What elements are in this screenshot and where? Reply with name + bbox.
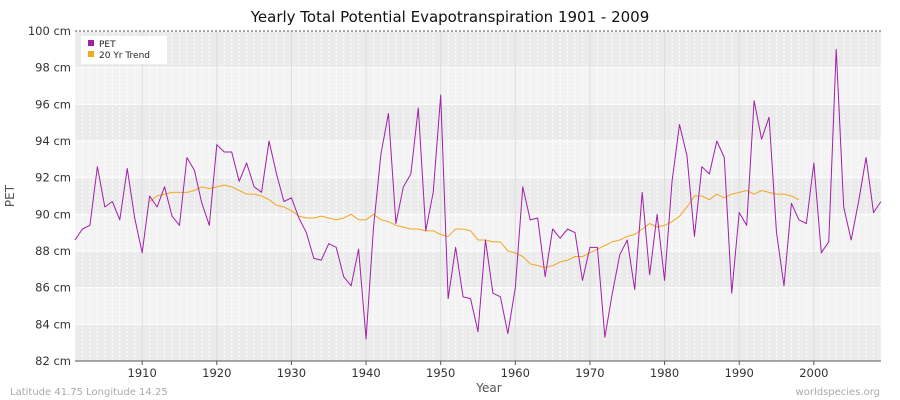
legend-swatch-pet [88, 40, 94, 46]
chart-title: Yearly Total Potential Evapotranspiratio… [250, 8, 650, 26]
series-layer [74, 48, 882, 340]
x-tick-label: 1990 [725, 366, 754, 380]
footer-source: worldspecies.org [796, 387, 880, 398]
y-tick-label: 100 cm [28, 24, 71, 38]
footer-location: Latitude 41.75 Longitude 14.25 [10, 387, 168, 398]
x-tick-label: 1930 [277, 366, 306, 380]
x-tick-label: 1980 [650, 366, 679, 380]
x-axis-title: Year [475, 381, 501, 395]
x-tick-label: 1950 [426, 366, 455, 380]
y-tick-label: 98 cm [35, 61, 71, 75]
y-tick-label: 84 cm [35, 317, 71, 331]
x-tick-label: 1920 [202, 366, 231, 380]
y-tick-label: 86 cm [35, 281, 71, 295]
legend-label-pet: PET [99, 40, 116, 50]
y-axis-ticks: 82 cm 84 cm 86 cm 88 cm 90 cm 92 cm 94 cm 96 cm… [28, 24, 71, 368]
y-tick-label: 94 cm [35, 134, 71, 148]
plot-band [75, 31, 881, 68]
y-tick-label: 88 cm [35, 244, 71, 258]
y-tick-label: 96 cm [35, 97, 71, 111]
y-tick-label: 90 cm [35, 207, 71, 221]
x-axis-ticks: 1910 1920 1930 1940 1950 1960 1970 1980 1990 2000 [128, 361, 828, 380]
legend: PET 20 Yr Trend [81, 36, 167, 64]
y-axis-title: PET [3, 184, 17, 207]
plot-band [75, 104, 881, 141]
y-tick-label: 92 cm [35, 171, 71, 185]
x-tick-label: 1970 [575, 366, 604, 380]
y-tick-label: 82 cm [35, 354, 71, 368]
x-tick-label: 1960 [501, 366, 530, 380]
legend-box [81, 36, 167, 64]
legend-swatch-trend [88, 51, 94, 57]
legend-label-trend: 20 Yr Trend [99, 51, 150, 61]
x-tick-label: 1940 [351, 366, 380, 380]
series-line-20-yr-trend [149, 184, 800, 268]
x-tick-label: 2000 [799, 366, 828, 380]
x-tick-label: 1910 [128, 366, 157, 380]
series-line-pet [74, 48, 882, 340]
plot-band [75, 251, 881, 288]
